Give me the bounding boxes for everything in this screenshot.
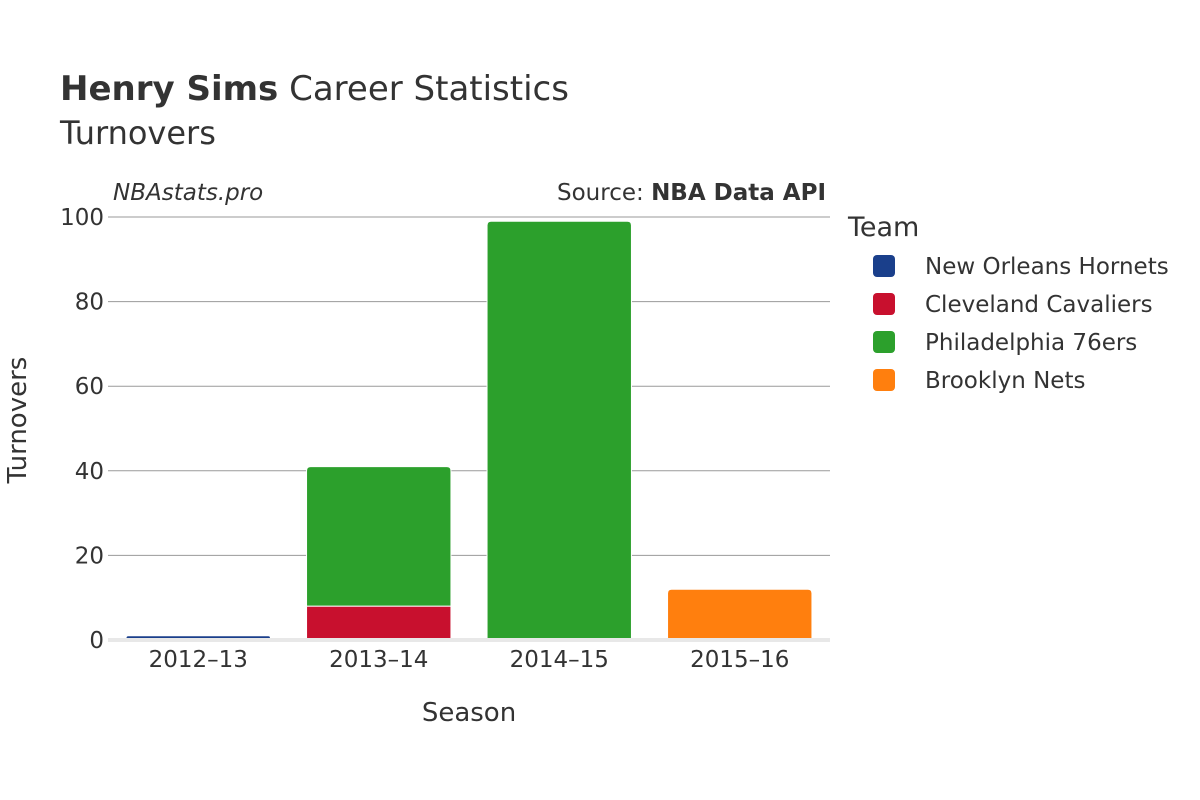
title-player: Henry Sims [60, 69, 278, 109]
legend-label[interactable]: Cleveland Cavaliers [925, 292, 1153, 318]
source-name: NBA Data API [651, 180, 826, 206]
legend-swatch[interactable] [873, 293, 895, 315]
gridlines [108, 216, 830, 556]
bar-segment[interactable] [667, 588, 813, 641]
y-tick-label: 40 [75, 459, 104, 485]
y-tick-label: 80 [75, 290, 104, 316]
x-axis-title: Season [422, 698, 516, 728]
bar-segment[interactable] [306, 466, 452, 607]
x-tick-label: 2015–16 [690, 647, 789, 673]
x-tick-labels: 2012–13 2013–14 2014–15 2015–16 [149, 647, 790, 673]
legend-title: Team [847, 212, 919, 243]
legend: New Orleans Hornets Cleveland Cavaliers Ph… [873, 254, 1169, 394]
chart-title: Henry Sims Career Statistics [60, 69, 569, 109]
y-tick-label: 0 [89, 628, 104, 654]
y-tick-labels: 0 20 40 60 80 100 [60, 205, 104, 654]
y-axis-title: Turnovers [3, 357, 33, 485]
watermark: NBAstats.pro [113, 180, 263, 206]
bar-segment[interactable] [306, 605, 452, 641]
source-prefix: Source: [557, 180, 651, 206]
legend-label[interactable]: Brooklyn Nets [925, 368, 1085, 394]
y-tick-label: 20 [75, 543, 104, 569]
legend-label[interactable]: New Orleans Hornets [925, 254, 1169, 280]
x-tick-label: 2013–14 [329, 647, 428, 673]
y-tick-label: 60 [75, 374, 104, 400]
bar-segment[interactable] [486, 220, 632, 641]
chart-subtitle: Turnovers [59, 114, 216, 152]
x-tick-label: 2012–13 [149, 647, 248, 673]
legend-swatch[interactable] [873, 331, 895, 353]
legend-swatch[interactable] [873, 369, 895, 391]
y-tick-label: 100 [60, 205, 104, 231]
x-axis-baseline [108, 638, 830, 642]
title-suffix: Career Statistics [278, 69, 569, 109]
legend-swatch[interactable] [873, 255, 895, 277]
source-label: Source: NBA Data API [557, 180, 826, 206]
x-tick-label: 2014–15 [510, 647, 609, 673]
legend-label[interactable]: Philadelphia 76ers [925, 330, 1137, 356]
bars [125, 220, 813, 641]
